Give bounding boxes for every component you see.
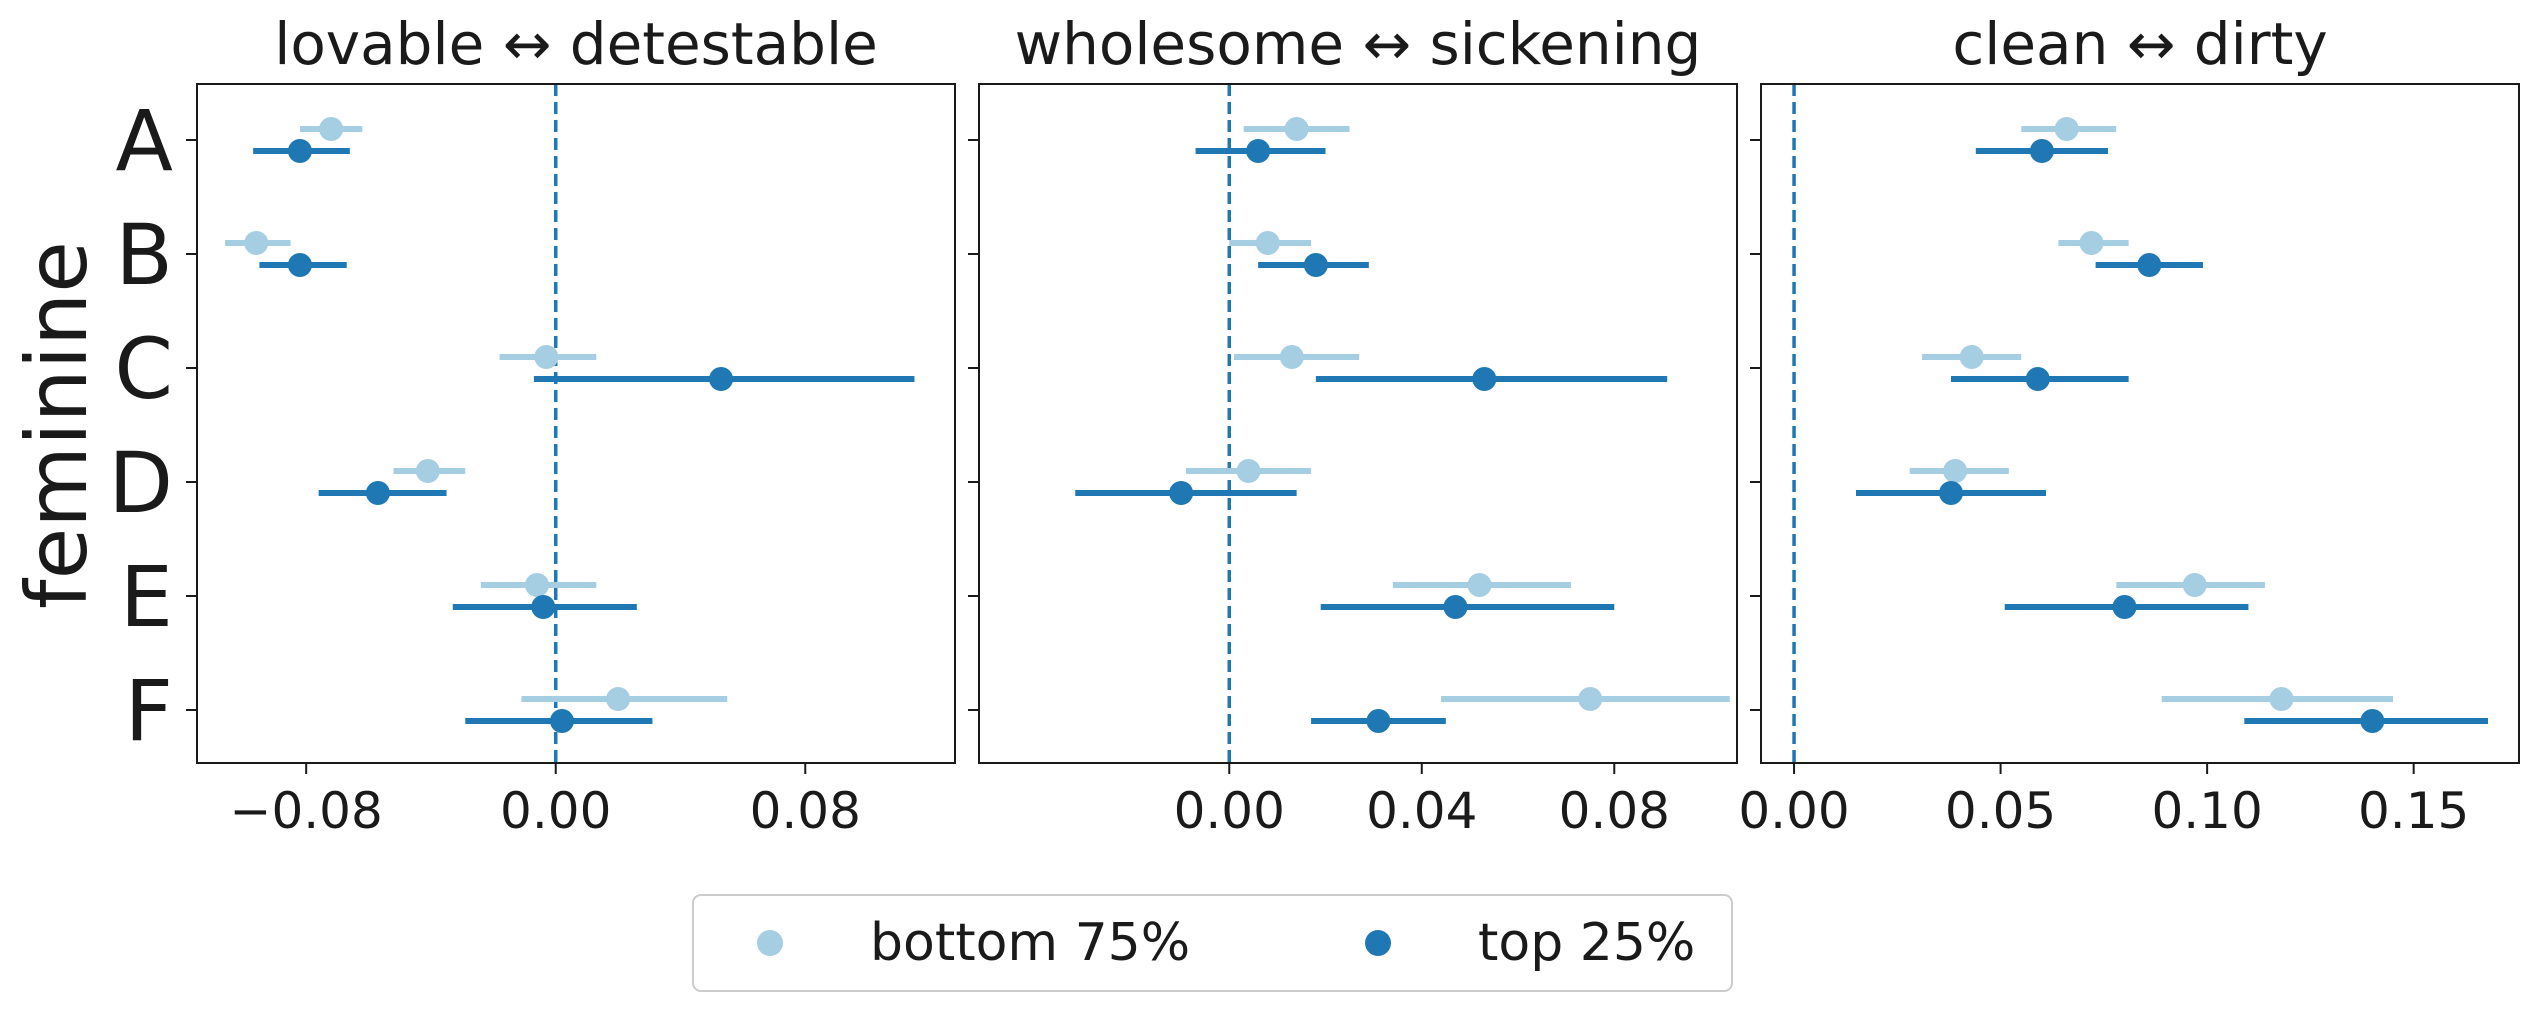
point-e — [2112, 595, 2137, 619]
point-a — [319, 117, 344, 141]
point-b — [244, 231, 269, 255]
y-tick-label-b: B — [115, 206, 173, 304]
point-c — [709, 367, 734, 391]
series-top-25 — [1856, 139, 2489, 733]
panel-2: wholesome ↔ sickening 0.00 0.04 0.08 — [968, 10, 1738, 840]
panel-title: lovable ↔ detestable — [274, 10, 878, 78]
point-a — [1284, 117, 1309, 141]
x-tick-label: 0.15 — [2358, 782, 2469, 840]
legend: bottom 75% top 25% — [692, 894, 1733, 992]
point-d — [1236, 459, 1261, 483]
point-b — [2137, 253, 2162, 277]
point-c — [1472, 367, 1497, 391]
legend-frame — [692, 894, 1733, 992]
point-b — [287, 253, 312, 277]
legend-label-bottom-75: bottom 75% — [870, 913, 1190, 973]
point-c — [1279, 345, 1304, 369]
x-tick-label: −0.08 — [230, 782, 383, 840]
y-tick-label-e: E — [120, 548, 173, 646]
panel-frame — [196, 83, 956, 764]
x-tick-label: 0.08 — [1559, 782, 1670, 840]
y-tick-label-f: F — [125, 662, 173, 760]
x-tick-label: 0.05 — [1945, 782, 2056, 840]
legend-label-top-25: top 25% — [1478, 913, 1695, 973]
point-f — [1578, 687, 1603, 711]
point-f — [2360, 709, 2385, 733]
point-f — [1366, 709, 1391, 733]
point-a — [287, 139, 312, 163]
legend-marker-top-25 — [1365, 930, 1391, 956]
series-bottom-75 — [1185, 117, 1730, 711]
point-e — [1443, 595, 1468, 619]
y-tick-label-c: C — [114, 320, 173, 418]
point-d — [1939, 481, 1964, 505]
point-e — [1467, 573, 1492, 597]
panel-frame — [978, 83, 1738, 764]
point-c — [534, 345, 559, 369]
legend-marker-bottom-75 — [757, 930, 783, 956]
point-b — [1303, 253, 1328, 277]
x-tick-label: 0.10 — [2151, 782, 2262, 840]
x-tick-label: 0.08 — [750, 782, 861, 840]
point-b — [2079, 231, 2104, 255]
point-c — [1959, 345, 1984, 369]
point-f — [2269, 687, 2294, 711]
point-d — [415, 459, 440, 483]
x-tick-label: 0.00 — [1174, 782, 1285, 840]
point-e — [525, 573, 550, 597]
y-axis-label: feminine — [8, 241, 106, 609]
x-tick-label: 0.00 — [1738, 782, 1849, 840]
point-f — [549, 709, 574, 733]
panel-title: wholesome ↔ sickening — [1015, 10, 1702, 78]
point-d — [1169, 481, 1194, 505]
point-b — [1255, 231, 1280, 255]
series-bottom-75 — [1909, 117, 2394, 711]
point-e — [531, 595, 556, 619]
point-d — [1943, 459, 1968, 483]
point-a — [1246, 139, 1271, 163]
series-top-25 — [1075, 139, 1668, 733]
point-d — [365, 481, 390, 505]
panel-frame — [1760, 83, 2520, 764]
x-tick-label: 0.00 — [500, 782, 611, 840]
y-tick-label-a: A — [116, 92, 173, 190]
point-a — [2054, 117, 2079, 141]
panel-3: clean ↔ dirty 0.00 0.05 0.10 0.15 — [1738, 10, 2520, 840]
panel-title: clean ↔ dirty — [1952, 10, 2327, 78]
point-f — [606, 687, 631, 711]
point-c — [2025, 367, 2050, 391]
series-top-25 — [253, 139, 915, 733]
point-a — [2029, 139, 2054, 163]
point-e — [2182, 573, 2207, 597]
y-tick-label-d: D — [108, 434, 173, 532]
x-tick-label: 0.04 — [1366, 782, 1477, 840]
series-bottom-75 — [225, 117, 728, 711]
